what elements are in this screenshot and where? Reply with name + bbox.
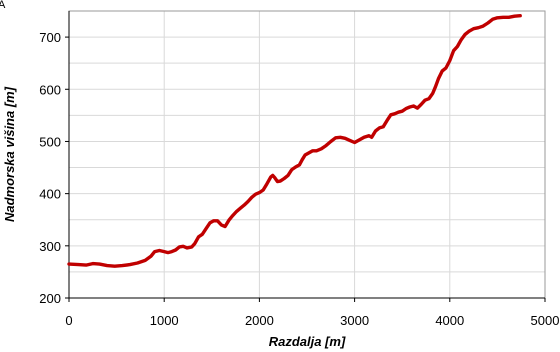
y-axis-ticks: 200 300 400 500 600 700 (39, 30, 69, 306)
series-group (67, 14, 522, 268)
y-tick-label: 700 (39, 30, 61, 45)
y-axis-title: Nadmorska višina [m] (2, 86, 17, 222)
x-tick-label: 4000 (435, 313, 464, 328)
x-tick-label: 0 (65, 313, 72, 328)
y-tick-label: 400 (39, 187, 61, 202)
y-tick-label: 500 (39, 134, 61, 149)
elevation-series-line (67, 14, 522, 268)
x-axis-title: Razdalja [m] (269, 334, 346, 349)
x-tick-label: 1000 (150, 313, 179, 328)
x-axis-ticks: 0 1000 2000 3000 4000 5000 (65, 298, 559, 328)
corner-glyph: A (0, 0, 6, 11)
x-tick-label: 2000 (245, 313, 274, 328)
y-tick-label: 300 (39, 239, 61, 254)
x-tick-label: 3000 (340, 313, 369, 328)
grid-lines (69, 11, 546, 298)
y-tick-label: 200 (39, 291, 61, 306)
y-tick-label: 600 (39, 82, 61, 97)
x-tick-label: 5000 (531, 313, 560, 328)
